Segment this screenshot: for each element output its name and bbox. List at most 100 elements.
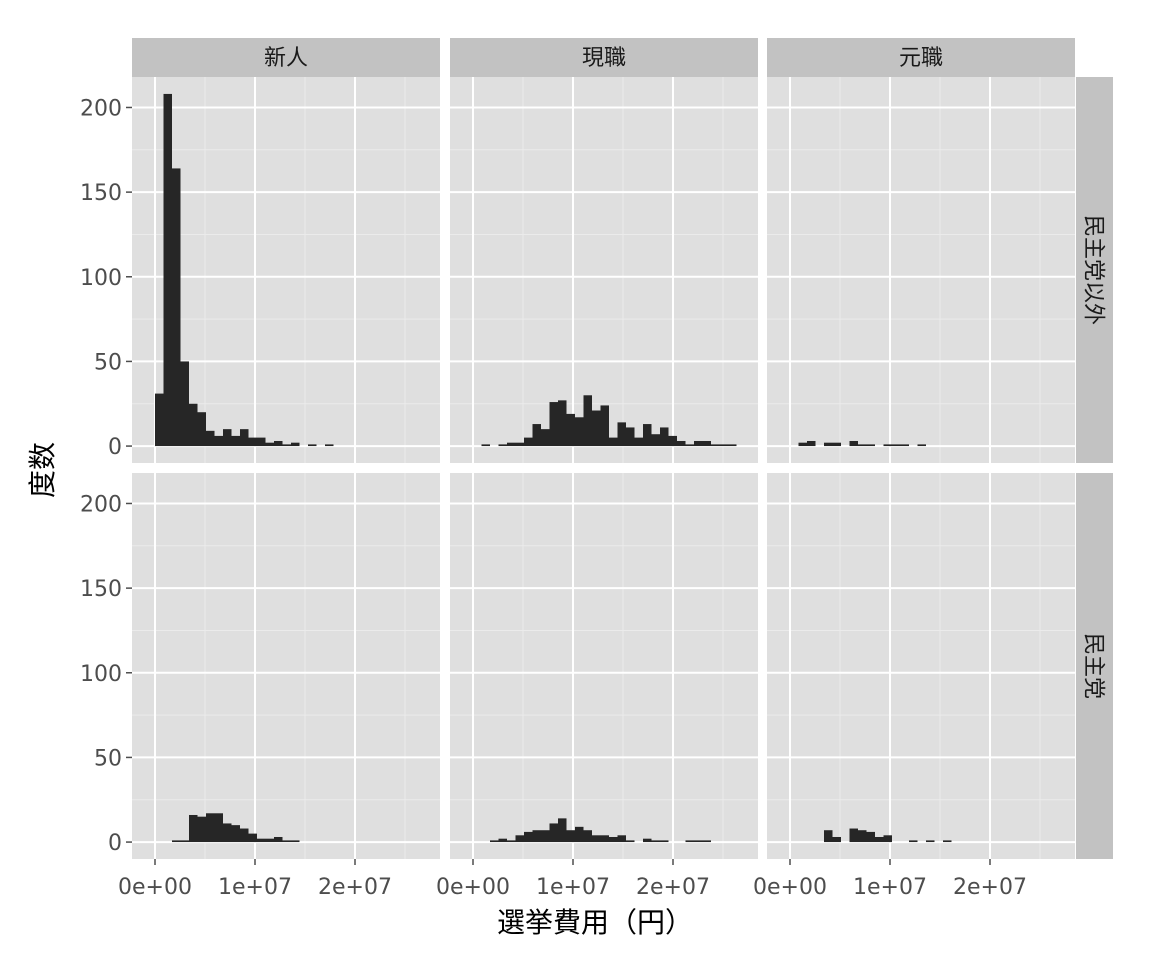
histogram-bar [515, 835, 524, 843]
histogram-bar [866, 831, 875, 843]
y-axis-title: 度数 [26, 442, 59, 498]
histogram-bar [155, 393, 164, 447]
histogram-bar [592, 410, 601, 447]
histogram-bar [507, 442, 516, 447]
histogram-bar [498, 444, 507, 447]
histogram-bar [291, 442, 300, 447]
panel-1-0 [132, 473, 440, 859]
histogram-bar [481, 444, 490, 447]
y-tick-label: 200 [80, 492, 122, 517]
panel-background [767, 77, 1075, 463]
histogram-bar [677, 440, 686, 447]
histogram-bar [685, 444, 694, 447]
histogram-bar [240, 429, 249, 447]
histogram-bar [626, 840, 635, 843]
histogram-bar [214, 435, 223, 447]
histogram-bar [900, 444, 909, 447]
histogram-bars-1-2 [824, 828, 952, 843]
histogram-bar [875, 836, 884, 843]
histogram-bar [849, 828, 858, 843]
column-strip-1 [450, 38, 758, 77]
y-tick-label: 100 [80, 266, 122, 291]
histogram-bar [832, 442, 841, 447]
histogram-bar [892, 444, 901, 447]
histogram-bar [532, 830, 541, 843]
histogram-bar [231, 435, 240, 447]
histogram-bar [702, 440, 711, 447]
histogram-bar [694, 440, 703, 447]
histogram-bars-0-0 [155, 93, 334, 447]
histogram-bar [858, 444, 867, 447]
histogram-bar [549, 823, 558, 843]
histogram-bar [541, 429, 550, 447]
histogram-bar [685, 840, 694, 843]
histogram-bar [189, 403, 198, 447]
x-tick-label: 1e+07 [536, 875, 610, 900]
histogram-bar [943, 840, 952, 843]
x-tick-label: 0e+00 [753, 875, 827, 900]
histogram-bar [265, 442, 274, 447]
x-tick-label: 1e+07 [218, 875, 292, 900]
histogram-bar [694, 840, 703, 843]
histogram-bar [498, 838, 507, 843]
x-tick-label: 2e+07 [636, 875, 710, 900]
histogram-bar [524, 437, 533, 447]
histogram-bar [507, 840, 516, 843]
histogram-bars-0-1 [481, 395, 737, 447]
histogram-bar [197, 816, 206, 843]
histogram-bar [643, 838, 652, 843]
row-strip-1 [1076, 473, 1113, 859]
panel-background [450, 77, 758, 463]
histogram-bar [566, 830, 575, 843]
y-tick-label: 50 [94, 350, 122, 375]
histogram-bar [282, 840, 291, 843]
histogram-bar [257, 437, 266, 447]
x-tick-label: 2e+07 [953, 875, 1027, 900]
histogram-bar [308, 444, 317, 447]
histogram-bar [609, 437, 618, 447]
histogram-bar [515, 442, 524, 447]
histogram-bar [660, 840, 669, 843]
y-tick-label: 50 [94, 746, 122, 771]
histogram-bar [866, 444, 875, 447]
panel-background [450, 473, 758, 859]
histogram-bar [231, 825, 240, 843]
histogram-bar [163, 93, 172, 447]
histogram-bar [883, 835, 892, 843]
histogram-bar [651, 434, 660, 447]
histogram-bar [248, 437, 257, 447]
column-strip-0 [132, 38, 440, 77]
histogram-bar [600, 405, 609, 447]
histogram-bar [711, 444, 720, 447]
y-tick-label: 0 [108, 831, 122, 856]
histogram-bars-1-0 [172, 813, 300, 843]
histogram-bar [558, 818, 567, 843]
histogram-bar [583, 395, 592, 447]
column-strip-label-0: 新人 [264, 46, 308, 71]
histogram-bar [609, 836, 618, 843]
histogram-bar [532, 424, 541, 447]
histogram-bar [248, 833, 257, 843]
histogram-bar [600, 835, 609, 843]
column-strip-2 [767, 38, 1075, 77]
histogram-bar [728, 444, 737, 447]
x-tick-label: 0e+00 [118, 875, 192, 900]
histogram-bar [282, 444, 291, 447]
panel-1-2 [767, 473, 1075, 859]
histogram-bar [798, 442, 807, 447]
histogram-bar [660, 427, 669, 447]
histogram-bar [206, 430, 215, 447]
histogram-bar [558, 400, 567, 447]
histogram-bar [566, 413, 575, 447]
histogram-bar [626, 427, 635, 447]
histogram-bar [617, 422, 626, 447]
panel-0-2 [767, 77, 1075, 463]
histogram-bar [883, 444, 892, 447]
panel-1-1 [450, 473, 758, 859]
histogram-bar [265, 838, 274, 843]
histogram-bar [541, 830, 550, 843]
histogram-bar [719, 444, 728, 447]
x-tick-label: 2e+07 [318, 875, 392, 900]
